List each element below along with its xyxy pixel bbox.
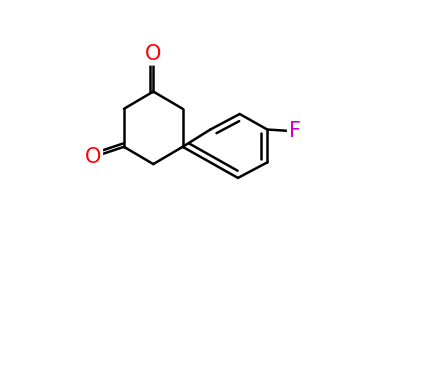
Text: O: O [84, 147, 101, 167]
Text: O: O [84, 147, 101, 167]
Text: F: F [288, 121, 300, 141]
Text: O: O [145, 44, 161, 63]
Text: F: F [288, 121, 300, 141]
Text: O: O [145, 44, 161, 63]
